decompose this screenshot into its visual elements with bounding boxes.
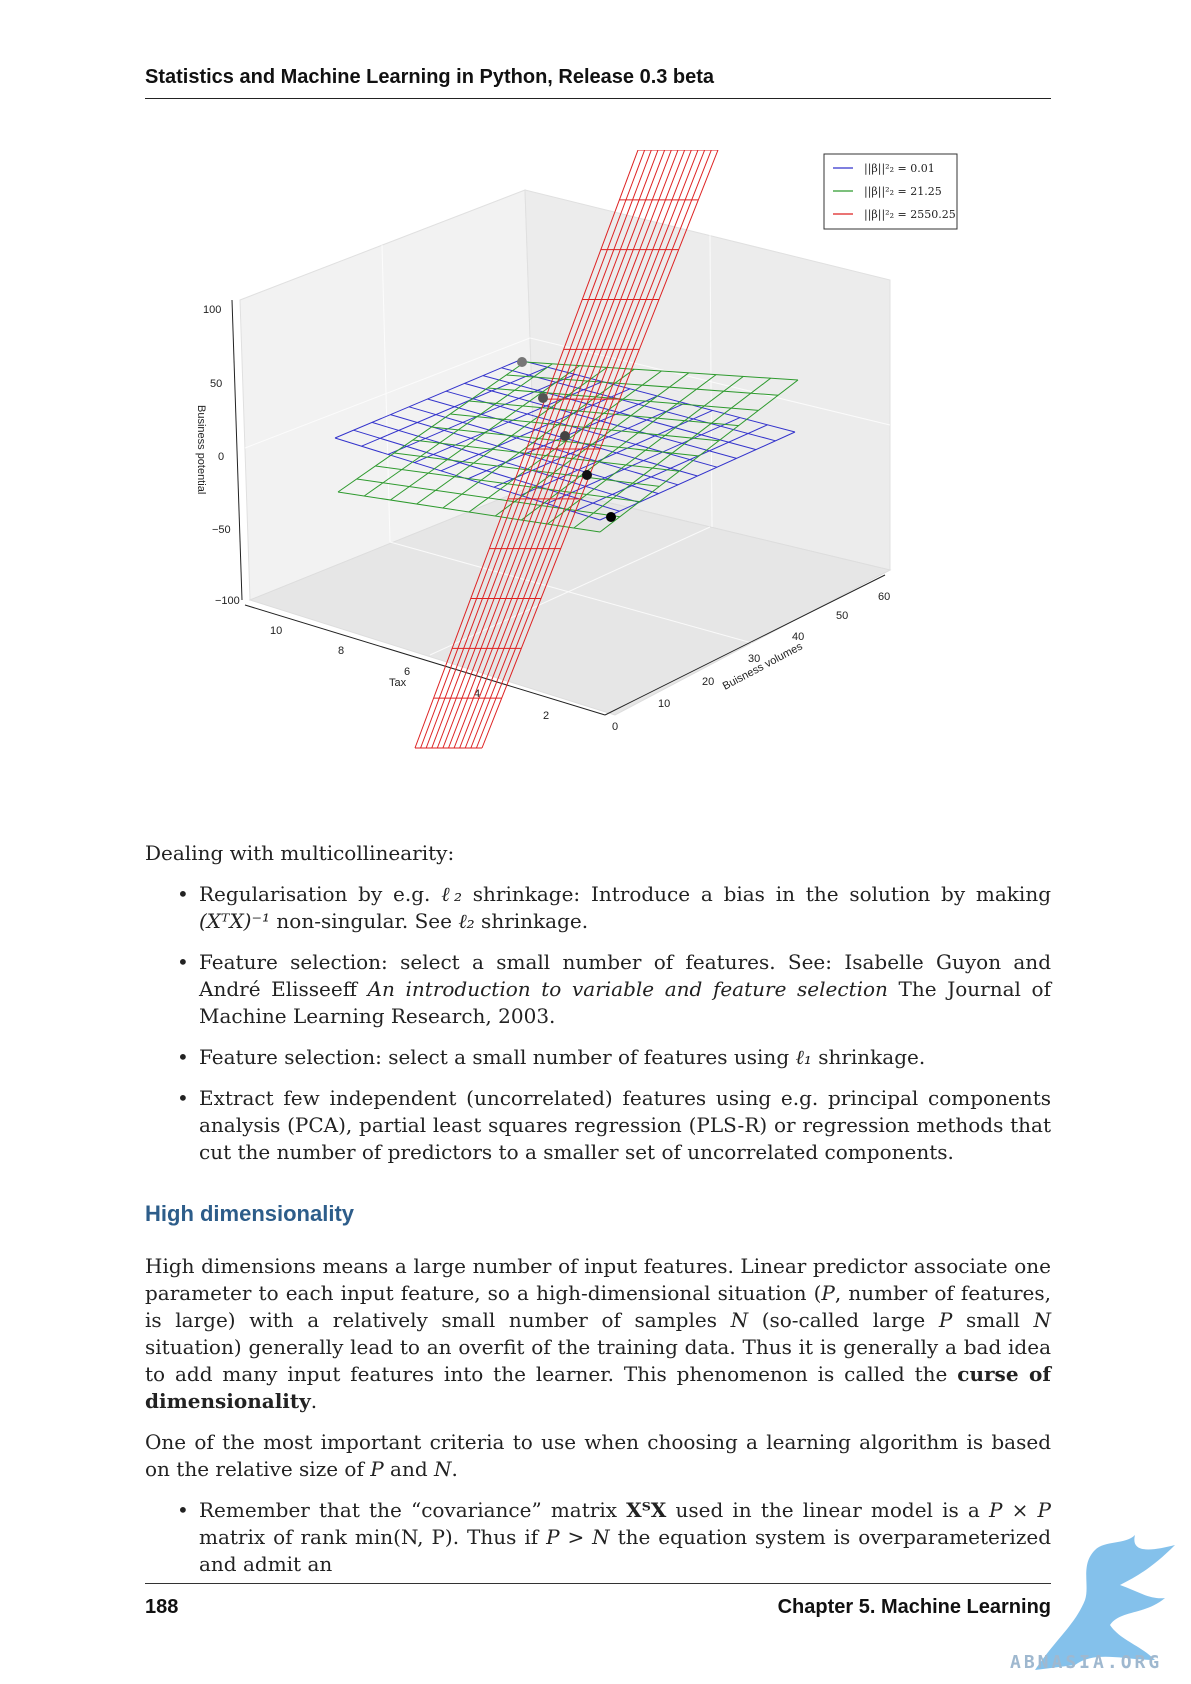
x-tick-2: 2	[543, 710, 549, 722]
chapter-label: Chapter 5. Machine Learning	[777, 1596, 1051, 1618]
grid-line	[482, 375, 757, 451]
grid-line	[573, 377, 772, 529]
grid-line	[475, 150, 712, 749]
y-tick-60: 60	[878, 591, 890, 603]
legend-label-2: ||β||²₂ = 21.25	[864, 185, 942, 199]
ridge-3d-figure: 100 50 0 −50 −100 Business potential 10 …	[195, 150, 958, 749]
multicollinearity-list: Regularisation by e.g. ℓ₂ shrinkage: Int…	[145, 881, 1051, 1166]
x-tick-6: 6	[404, 666, 410, 678]
list-item: Regularisation by e.g. ℓ₂ shrinkage: Int…	[177, 881, 1051, 935]
y-tick-50: 50	[836, 610, 848, 622]
grid-line	[464, 382, 737, 459]
list-item: Extract few independent (uncorrelated) f…	[177, 1085, 1051, 1166]
grid-line	[521, 374, 717, 521]
section-title: High dimensionality	[145, 1201, 355, 1226]
y-tick-10: 10	[658, 698, 670, 710]
list-item: Feature selection: select a small number…	[177, 1044, 1051, 1071]
grid-line	[506, 374, 779, 396]
grid-line	[450, 413, 719, 442]
grid-line	[470, 150, 706, 749]
x-tick-10: 10	[270, 625, 282, 637]
data-point	[560, 431, 570, 441]
running-header: Statistics and Machine Learning in Pytho…	[145, 66, 1051, 99]
y-tick-0: 0	[612, 721, 618, 733]
grid-line	[599, 379, 799, 533]
header-title: Statistics and Machine Learning in Pytho…	[145, 66, 715, 88]
data-point	[538, 393, 548, 403]
paragraph: One of the most important criteria to us…	[145, 1430, 1051, 1481]
list-item: Remember that the “covariance” matrix Xᵀ…	[177, 1497, 1051, 1578]
data-points	[517, 357, 616, 522]
z-tick-m50: −50	[212, 524, 231, 536]
grid-line	[468, 370, 662, 513]
cited-title: An introduction to variable and feature …	[367, 977, 888, 1001]
grid-line	[468, 400, 739, 427]
grid-line	[520, 409, 713, 496]
watermark-text: ABNASIA.ORG	[1010, 1652, 1163, 1673]
page-footer: 188 Chapter 5. Machine Learning	[145, 1583, 1051, 1619]
paragraph: High dimensions means a large number of …	[145, 1254, 1051, 1413]
z-tick-0: 0	[218, 451, 224, 463]
grid-line	[494, 372, 690, 517]
intro-text: Dealing with multicollinearity:	[145, 841, 455, 865]
z-tick-50: 50	[210, 378, 222, 390]
dimensionality-list: Remember that the “covariance” matrix Xᵀ…	[145, 1497, 1051, 1578]
legend-label-3: ||β||²₂ = 2550.25	[864, 208, 956, 222]
x-axis-label: Tax	[389, 677, 407, 689]
grid-line	[546, 417, 741, 505]
y-tick-20: 20	[702, 676, 714, 688]
plane-beta-2550.25	[414, 150, 719, 749]
z-tick-100: 100	[203, 304, 221, 316]
y-tick-40: 40	[792, 631, 804, 643]
z-axis	[231, 299, 243, 601]
body-content: Dealing with multicollinearity: Regulari…	[145, 840, 1051, 1592]
legend: ||β||²₂ = 0.01 ||β||²₂ = 21.25 ||β||²₂ =…	[823, 153, 958, 230]
z-tick-m100: −100	[215, 595, 240, 607]
x-axis	[244, 604, 606, 716]
y-tick-30: 30	[748, 653, 760, 665]
legend-label-1: ||β||²₂ = 0.01	[864, 162, 935, 176]
z-axis-label: Business potential	[195, 405, 207, 494]
plane-beta-21.25	[337, 361, 799, 533]
grid-line	[481, 150, 719, 749]
list-item: Feature selection: select a small number…	[177, 949, 1051, 1030]
grid-line	[487, 387, 759, 411]
page-number: 188	[145, 1596, 179, 1618]
grid-line	[599, 431, 796, 521]
grid-line	[501, 367, 776, 442]
data-point	[606, 512, 616, 522]
watermark-logo	[1035, 1535, 1175, 1670]
y-axis	[604, 574, 886, 716]
data-point	[582, 470, 592, 480]
x-tick-8: 8	[338, 645, 344, 657]
x-tick-4: 4	[474, 688, 480, 700]
data-point	[517, 357, 527, 367]
